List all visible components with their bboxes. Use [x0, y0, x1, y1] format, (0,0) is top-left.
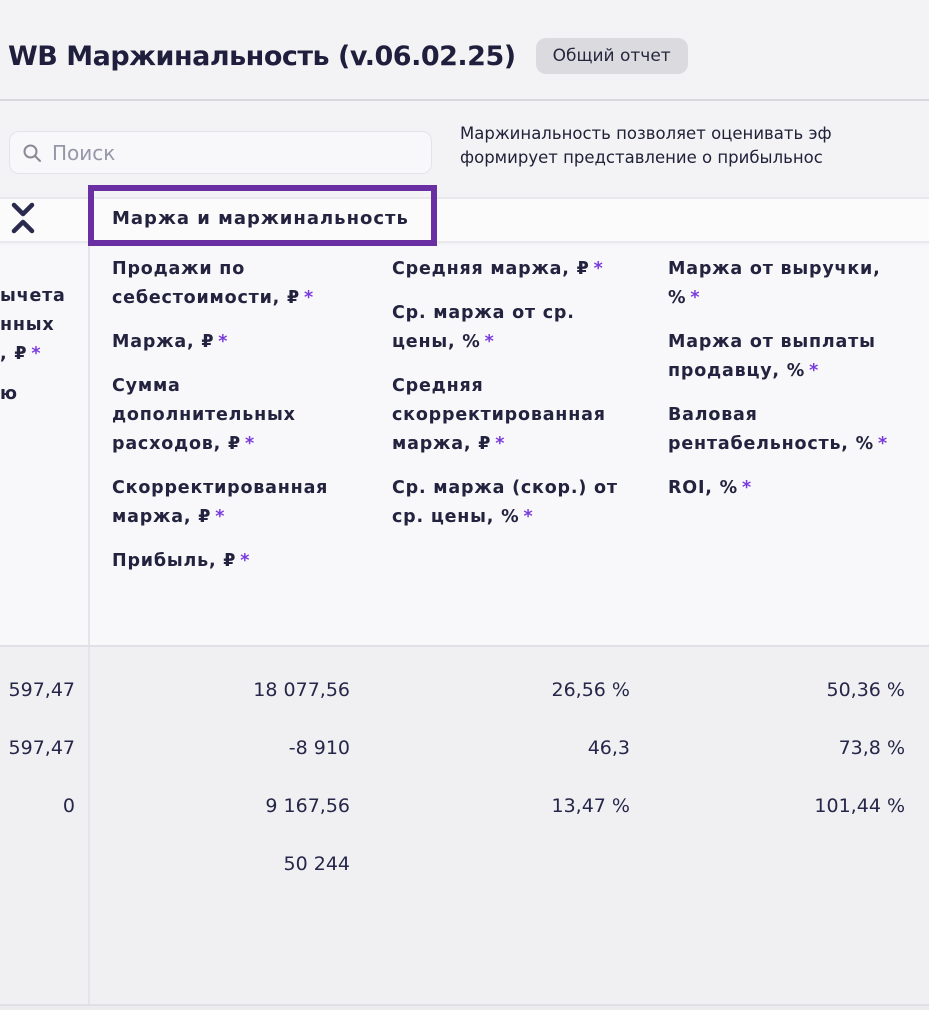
- header-label-line: Сумма: [112, 376, 181, 396]
- frozen-column-header: ычета нных , ₽ * ю: [0, 282, 86, 409]
- header-label-line: продавцу, % *: [668, 361, 820, 381]
- data-cell: 46,3: [587, 737, 630, 759]
- data-cell: -8 910: [288, 737, 350, 759]
- header-label-line: ROI, % *: [668, 478, 752, 498]
- header-label-line: Скорректированная: [112, 478, 329, 498]
- header-label-line: ср. цены, % *: [392, 507, 534, 527]
- report-type-badge[interactable]: Общий отчет: [535, 38, 688, 74]
- required-asterisk: *: [218, 332, 229, 352]
- column-group-header[interactable]: Маржа и маржинальность: [112, 208, 409, 229]
- required-asterisk: *: [495, 434, 506, 454]
- header-data-divider: [0, 645, 929, 647]
- collapse-columns-icon[interactable]: [10, 201, 36, 235]
- frozen-column-divider: [88, 197, 90, 1005]
- header-label-line: Ср. маржа от ср.: [392, 303, 575, 323]
- report-description: Маржинальность позволяет оценивать эф фо…: [460, 122, 832, 170]
- column-header[interactable]: Ср. маржа от ср. цены, % *: [392, 299, 662, 357]
- header-label-line: маржа, ₽ *: [392, 434, 506, 454]
- header-divider: [0, 99, 929, 101]
- header-label-line: Маржа, ₽ *: [112, 332, 229, 352]
- table-group-header-row: [0, 197, 929, 243]
- data-cell: 9 167,56: [265, 795, 350, 817]
- required-asterisk: *: [484, 332, 495, 352]
- data-cell: 73,8 %: [838, 737, 905, 759]
- column-header[interactable]: Валовая рентабельность, % *: [668, 401, 923, 459]
- required-asterisk: *: [244, 434, 255, 454]
- header-column-3: Маржа от выручки, % * Маржа от выплаты прода…: [668, 255, 923, 518]
- data-cell: 13,47 %: [551, 795, 631, 817]
- header-label-line: ю: [0, 384, 18, 404]
- required-asterisk: *: [809, 361, 820, 381]
- data-cell: 101,44 %: [814, 795, 905, 817]
- header-label-line: расходов, ₽ *: [112, 434, 255, 454]
- page-title: WB Маржинальность (v.06.02.25): [8, 40, 516, 72]
- column-header[interactable]: ROI, % *: [668, 474, 923, 503]
- header-label-line: , ₽ *: [0, 344, 42, 364]
- data-cell: 26,56 %: [551, 679, 631, 701]
- table-headers-section: [0, 245, 929, 645]
- page-header: WB Маржинальность (v.06.02.25) Общий отч…: [8, 38, 688, 74]
- description-line-2: формирует представление о прибыльнос: [460, 148, 823, 167]
- header-label-line: цены, % *: [392, 332, 495, 352]
- data-cell: 597,47: [8, 679, 75, 701]
- required-asterisk: *: [690, 288, 701, 308]
- data-cell: 50,36 %: [826, 679, 906, 701]
- column-header[interactable]: Маржа, ₽ *: [112, 328, 384, 357]
- header-label-line: Ср. маржа (скор.) от: [392, 478, 618, 498]
- column-header[interactable]: Средняя маржа, ₽ *: [392, 255, 662, 284]
- below-table-strip: [0, 1006, 929, 1010]
- header-label-line: маржа, ₽ *: [112, 507, 226, 527]
- column-header[interactable]: Прибыль, ₽ *: [112, 547, 384, 576]
- data-cell: 18 077,56: [253, 679, 350, 701]
- column-header[interactable]: Продажи по себестоимости, ₽ *: [112, 255, 384, 313]
- header-label-line: % *: [668, 288, 701, 308]
- header-label-line: нных: [0, 315, 55, 335]
- search-input[interactable]: [52, 140, 419, 165]
- table-data-section: [0, 647, 929, 1004]
- column-header[interactable]: Маржа от выручки, % *: [668, 255, 923, 313]
- column-header[interactable]: Ср. маржа (скор.) от ср. цены, % *: [392, 474, 662, 532]
- required-asterisk: *: [593, 259, 604, 279]
- header-label-line: себестоимости, ₽ *: [112, 288, 314, 308]
- data-cell: 50 244: [283, 853, 350, 875]
- column-header[interactable]: Сумма дополнительных расходов, ₽ *: [112, 372, 384, 459]
- header-label-line: Прибыль, ₽ *: [112, 551, 251, 571]
- search-icon: [23, 144, 41, 162]
- header-label-line: ычета: [0, 286, 66, 306]
- column-header[interactable]: Маржа от выплаты продавцу, % *: [668, 328, 923, 386]
- data-cell: 597,47: [8, 737, 75, 759]
- header-column-1: Продажи по себестоимости, ₽ * Маржа, ₽ * Сумм…: [112, 255, 384, 591]
- required-asterisk: *: [303, 288, 314, 308]
- required-asterisk: *: [215, 507, 226, 527]
- required-asterisk: *: [523, 507, 534, 527]
- header-label-line: рентабельность, % *: [668, 434, 888, 454]
- required-asterisk: *: [877, 434, 888, 454]
- required-asterisk: *: [240, 551, 251, 571]
- required-asterisk: *: [741, 478, 752, 498]
- header-label-line: дополнительных: [112, 405, 296, 425]
- table-bottom-border: [0, 1004, 929, 1006]
- header-label-line: Средняя: [392, 376, 484, 396]
- header-label-line: Средняя маржа, ₽ *: [392, 259, 604, 279]
- column-header[interactable]: Средняя скорректированная маржа, ₽ *: [392, 372, 662, 459]
- required-asterisk: *: [31, 344, 42, 364]
- column-header[interactable]: Скорректированная маржа, ₽ *: [112, 474, 384, 532]
- header-label-line: Маржа от выручки,: [668, 259, 881, 279]
- header-label-line: скорректированная: [392, 405, 606, 425]
- header-column-2: Средняя маржа, ₽ * Ср. маржа от ср. цены, %…: [392, 255, 662, 547]
- search-box[interactable]: [9, 131, 432, 174]
- header-label-line: Маржа от выплаты: [668, 332, 876, 352]
- description-line-1: Маржинальность позволяет оценивать эф: [460, 124, 832, 143]
- data-cell: 0: [62, 795, 75, 817]
- header-label-line: Продажи по: [112, 259, 246, 279]
- header-label-line: Валовая: [668, 405, 758, 425]
